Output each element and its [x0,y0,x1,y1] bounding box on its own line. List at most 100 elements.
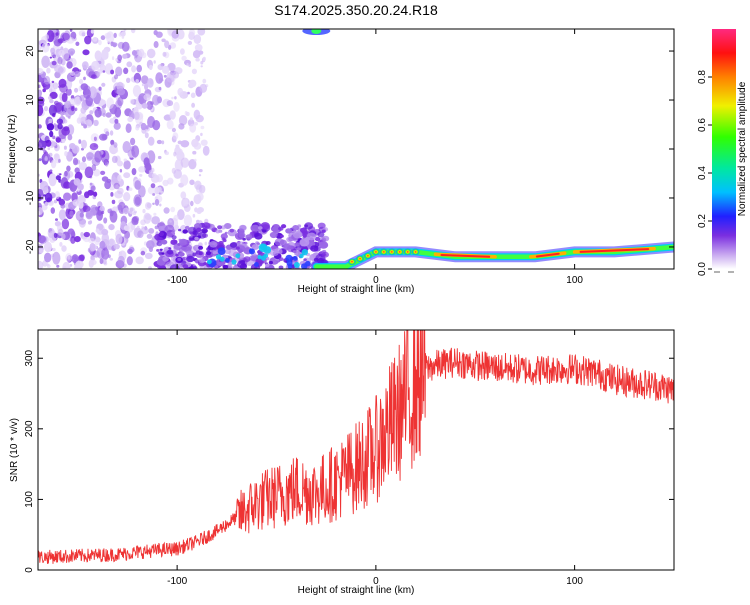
noise-blob [47,147,51,151]
noise-blob [65,253,73,262]
signal-spot [311,29,322,34]
noise-blob [253,233,259,237]
noise-blob [118,32,123,37]
noise-blob [86,152,94,160]
noise-blob [314,236,321,242]
noise-blob [62,32,70,41]
signal-spot [263,246,272,254]
noise-blob [85,210,93,220]
noise-blob [171,30,179,39]
figure-title: S174.2025.350.20.24.R18 [274,2,438,18]
noise-blob [189,123,197,133]
noise-blob [41,42,50,53]
noise-blob [66,165,71,172]
noise-blob [61,138,66,144]
noise-blob [62,119,68,124]
noise-blob [69,210,74,217]
noise-blob [138,166,146,173]
noise-blob [153,60,156,64]
noise-blob [195,250,205,258]
noise-blob [62,111,66,115]
noise-blob [199,83,208,93]
noise-blob [74,107,78,112]
noise-blob [66,151,73,162]
noise-blob [83,76,86,81]
noise-blob [171,96,174,100]
noise-blob [148,266,152,269]
top-y-axis-label: Frequency (Hz) [7,115,18,184]
noise-blob [317,231,325,238]
noise-blob [201,228,208,234]
noise-blob [136,55,142,61]
noise-blob [304,222,314,230]
snr-series-line [38,330,674,564]
bottom-y-tick-label: 200 [24,420,35,437]
bottom-x-tick-label: 100 [566,576,583,587]
noise-blob [63,192,72,201]
noise-blob [54,71,61,79]
noise-blob [180,157,190,168]
noise-blob [43,106,49,112]
noise-blob [229,228,235,233]
signal-spot [207,259,212,265]
noise-blob [166,119,174,130]
noise-blob [157,96,162,104]
signal-spot [293,262,300,268]
noise-blob [92,256,95,261]
noise-blob [174,67,183,75]
noise-blob [51,52,56,58]
noise-blob [193,109,201,120]
noise-blob [144,132,149,139]
noise-blob [54,221,62,227]
bottom-axes: -100 0 100 0 100 200 300 [24,330,674,587]
bottom-y-tick-label: 0 [24,567,35,573]
noise-blob [41,73,45,79]
noise-blob [92,37,98,42]
noise-blob [136,225,140,229]
noise-blob [178,115,188,126]
noise-blob [38,142,43,149]
noise-blob [188,235,196,242]
noise-blob [188,63,192,68]
noise-blob [182,198,189,207]
noise-blob [158,226,165,231]
noise-blob [189,179,195,186]
noise-blob [306,232,317,241]
noise-blob [179,252,185,257]
noise-blob [94,150,102,163]
noise-blob [117,255,125,267]
noise-blob [171,127,176,133]
snr-line-layer [38,330,674,564]
noise-blob [303,258,307,262]
signal-spot [301,249,308,256]
noise-blob [67,134,73,141]
noise-blob [143,157,150,167]
noise-blob [278,265,284,269]
noise-blob [60,180,64,184]
noise-blob [123,192,131,202]
noise-blob [96,210,103,221]
noise-blob [166,249,174,255]
top-x-tick-label: -100 [167,275,187,286]
noise-blob [146,100,154,110]
noise-blob [46,123,55,131]
noise-blob [170,206,176,213]
noise-blob [39,180,49,191]
noise-blob [90,29,95,34]
noise-blob [74,263,83,269]
noise-blob [144,83,149,91]
noise-blob [215,229,221,234]
signal-spot [253,262,259,267]
noise-blob [318,241,329,249]
noise-blob [63,181,71,189]
noise-blob [209,241,218,248]
colorbar-ticks: 0.0 0.2 0.4 0.6 0.8 [697,70,734,276]
noise-blob [194,236,199,241]
noise-blob [146,202,152,208]
noise-blob [48,118,53,123]
noise-blob [197,29,206,36]
top-x-axis-label: Height of straight line (km) [298,284,415,295]
noise-blob [73,178,81,186]
noise-blob [38,89,42,98]
colorbar-tick-label: 0.0 [697,262,708,276]
